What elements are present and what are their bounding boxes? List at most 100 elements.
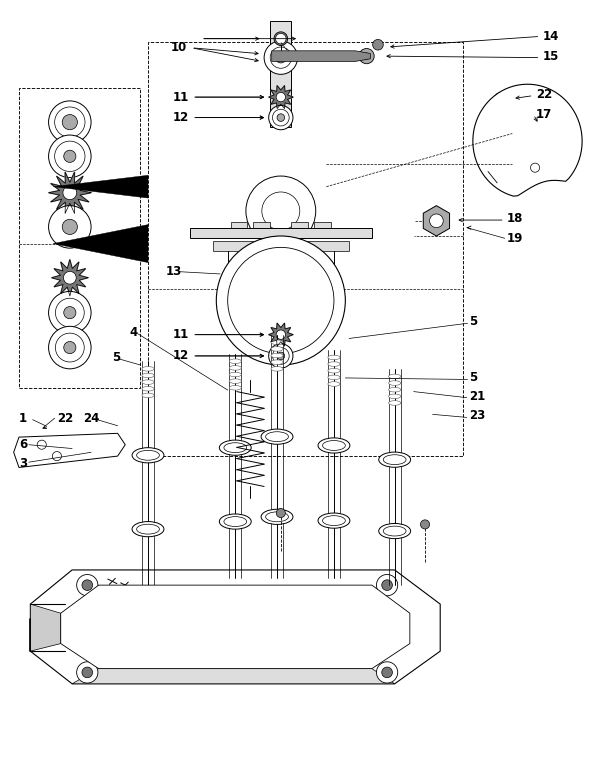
Text: 19: 19 — [507, 232, 523, 245]
Ellipse shape — [142, 386, 154, 391]
Ellipse shape — [271, 353, 283, 358]
Polygon shape — [436, 221, 449, 236]
Circle shape — [49, 291, 91, 334]
Ellipse shape — [224, 442, 247, 452]
Text: 11: 11 — [173, 328, 189, 341]
Circle shape — [64, 342, 76, 353]
Bar — [148, 42, 463, 456]
Text: 17: 17 — [536, 108, 552, 121]
Bar — [231, 223, 247, 236]
Circle shape — [56, 333, 84, 362]
Text: 24: 24 — [83, 412, 100, 425]
Polygon shape — [61, 585, 410, 669]
Circle shape — [37, 440, 46, 449]
Circle shape — [64, 306, 76, 319]
Bar — [253, 223, 270, 236]
Polygon shape — [423, 206, 436, 221]
Text: 22: 22 — [57, 412, 73, 425]
Ellipse shape — [318, 513, 350, 528]
Text: 22: 22 — [536, 88, 552, 101]
Polygon shape — [269, 323, 293, 346]
Ellipse shape — [220, 514, 251, 529]
Circle shape — [54, 107, 85, 137]
Bar — [190, 227, 372, 238]
Circle shape — [228, 247, 334, 353]
Circle shape — [76, 662, 98, 683]
Circle shape — [246, 176, 316, 246]
Circle shape — [363, 53, 369, 59]
Circle shape — [276, 330, 285, 339]
Ellipse shape — [328, 355, 340, 359]
Circle shape — [372, 39, 383, 50]
Circle shape — [49, 326, 91, 369]
Ellipse shape — [142, 393, 154, 398]
Ellipse shape — [224, 517, 247, 527]
Text: 23: 23 — [469, 409, 485, 422]
Text: 12: 12 — [173, 111, 189, 124]
Circle shape — [494, 93, 508, 106]
Ellipse shape — [229, 379, 242, 383]
Ellipse shape — [274, 31, 288, 45]
Ellipse shape — [318, 438, 350, 453]
Ellipse shape — [132, 521, 164, 537]
Ellipse shape — [142, 373, 154, 378]
Ellipse shape — [328, 362, 340, 366]
Polygon shape — [72, 669, 395, 684]
Polygon shape — [49, 172, 91, 214]
Circle shape — [272, 109, 289, 126]
Text: 14: 14 — [543, 30, 559, 43]
Text: 10: 10 — [170, 41, 187, 55]
Circle shape — [277, 114, 285, 121]
Circle shape — [64, 151, 76, 162]
Ellipse shape — [142, 366, 154, 371]
Bar — [213, 240, 349, 251]
Ellipse shape — [323, 515, 345, 525]
Circle shape — [498, 96, 504, 102]
Bar — [270, 22, 291, 127]
Circle shape — [382, 580, 392, 591]
Polygon shape — [473, 84, 582, 196]
Text: 5: 5 — [469, 316, 477, 328]
Circle shape — [49, 101, 91, 144]
Ellipse shape — [271, 366, 283, 371]
Circle shape — [52, 452, 62, 461]
Circle shape — [62, 114, 78, 130]
Ellipse shape — [142, 380, 154, 384]
Circle shape — [76, 574, 98, 596]
Circle shape — [430, 214, 443, 227]
Ellipse shape — [323, 441, 345, 450]
Circle shape — [262, 192, 300, 230]
Bar — [19, 88, 140, 388]
Ellipse shape — [266, 512, 288, 521]
Polygon shape — [52, 260, 88, 296]
Text: 5: 5 — [469, 372, 477, 385]
Ellipse shape — [383, 526, 406, 536]
Text: 4: 4 — [129, 326, 137, 339]
Text: 1: 1 — [19, 412, 27, 425]
Text: 3: 3 — [19, 457, 27, 470]
Circle shape — [63, 271, 76, 284]
Bar — [291, 223, 308, 236]
Text: 15: 15 — [543, 50, 559, 63]
Circle shape — [54, 141, 85, 171]
Ellipse shape — [388, 387, 401, 392]
Bar — [314, 223, 331, 236]
Polygon shape — [30, 570, 440, 684]
Text: 11: 11 — [173, 91, 189, 104]
Ellipse shape — [137, 525, 159, 534]
Ellipse shape — [388, 394, 401, 399]
Text: 13: 13 — [165, 265, 182, 278]
Polygon shape — [436, 214, 449, 228]
Text: 6: 6 — [19, 439, 27, 452]
Ellipse shape — [137, 450, 159, 460]
Circle shape — [56, 298, 84, 327]
Circle shape — [277, 352, 285, 359]
Polygon shape — [53, 175, 148, 198]
Circle shape — [272, 348, 289, 364]
Polygon shape — [30, 604, 61, 651]
Ellipse shape — [388, 401, 401, 406]
Ellipse shape — [379, 452, 411, 467]
Circle shape — [216, 236, 345, 365]
Polygon shape — [269, 85, 293, 108]
Circle shape — [82, 580, 92, 591]
